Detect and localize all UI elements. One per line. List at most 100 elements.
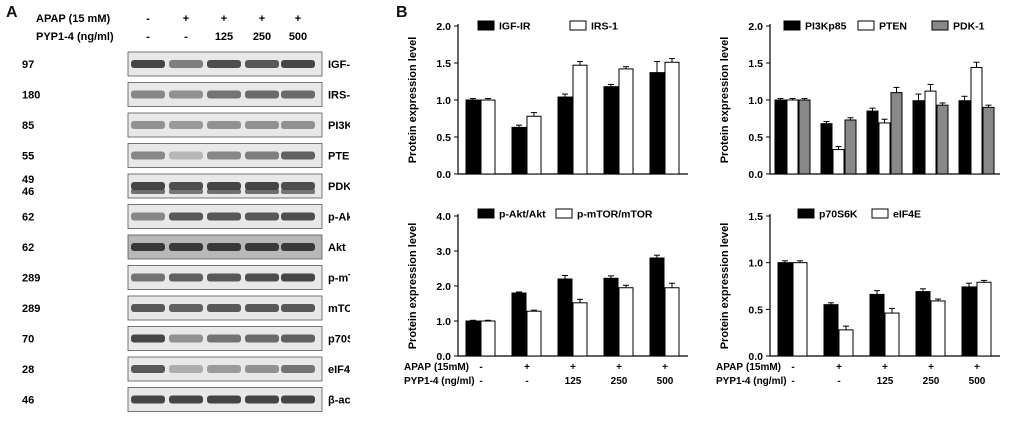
legend-label: IRS-1 <box>591 21 618 33</box>
x-pyp-value: 125 <box>565 376 582 387</box>
blot-band <box>131 212 165 221</box>
legend-swatch <box>477 20 495 31</box>
blot-band <box>131 151 165 160</box>
blot-band <box>245 334 279 343</box>
treatment-value: 125 <box>215 31 233 43</box>
bar-p-akt-akt <box>649 257 665 357</box>
molecular-weight: 46 <box>22 186 34 198</box>
y-tick-label: 1.5 <box>436 58 451 70</box>
blot-band <box>281 365 315 373</box>
blot-band <box>207 212 241 221</box>
bar-p70s6k <box>869 293 885 357</box>
bar-p70s6k <box>823 304 839 357</box>
y-tick-label: 3.0 <box>436 246 451 258</box>
x-pyp-value: 250 <box>923 376 940 387</box>
blot-band <box>131 395 165 404</box>
blot-band <box>169 212 203 221</box>
bar-pi3kp85 <box>820 123 833 175</box>
molecular-weight: 97 <box>22 59 34 71</box>
legend-swatch <box>783 20 801 31</box>
blot-band <box>169 182 203 190</box>
treatment-label: APAP (15 mM) <box>36 13 111 25</box>
blot-band <box>281 304 315 312</box>
western-blot-panel: APAP (15 mM) - + + + + PYP1-4 (ng/ml) - - 125 250 5… <box>22 13 350 412</box>
x-pyp-value: 250 <box>611 376 628 387</box>
panel-b-letter: B <box>396 4 408 21</box>
blot-band <box>131 182 165 190</box>
bar-pi3kp85 <box>774 99 787 175</box>
bar-p-akt-akt <box>557 278 573 357</box>
y-tick-label: 0.0 <box>748 169 763 181</box>
chart-pi3k-pten-pdk: Protein expression level 0.0 0.5 1.0 1.5 2.0 P… <box>719 20 1000 181</box>
blot-band <box>169 395 203 404</box>
treatment-value: 250 <box>253 31 271 43</box>
bar-pdk-1 <box>798 99 811 175</box>
bar-p-mtor-mtor <box>572 302 588 357</box>
blot-band <box>281 151 315 160</box>
blot-band <box>281 334 315 343</box>
x-apap-value: + <box>570 362 576 373</box>
bar-p-mtor-mtor <box>664 287 680 357</box>
treatment-value: + <box>259 13 265 25</box>
molecular-weight: 28 <box>22 364 34 376</box>
y-tick-label: 0.5 <box>748 304 763 316</box>
molecular-weight: 62 <box>22 212 34 224</box>
blot-band <box>281 212 315 221</box>
x-pyp-value: 500 <box>657 376 674 387</box>
legend-swatch <box>857 20 875 31</box>
y-tick-label: 2.0 <box>436 281 451 293</box>
blot-band <box>245 243 279 251</box>
x-apap-value: + <box>882 362 888 373</box>
y-tick-label: 0.0 <box>436 169 451 181</box>
blot-band <box>281 189 315 194</box>
bar-pdk-1 <box>890 92 903 175</box>
chart-p70s6k-eif4e: Protein expression level 0.0 0.5 1.0 1.5 p70S… <box>716 208 1000 387</box>
x-apap-value: + <box>974 362 980 373</box>
bar-p-akt-akt <box>465 320 481 357</box>
x-apap-value: + <box>616 362 622 373</box>
bar-p-mtor-mtor <box>526 310 542 357</box>
legend-label: PI3Kp85 <box>805 21 847 33</box>
legend-swatch <box>569 20 587 31</box>
x-pyp-value: - <box>525 376 528 387</box>
y-tick-label: 2.0 <box>436 21 451 33</box>
y-tick-label: 0.0 <box>436 351 451 363</box>
molecular-weight: 49 <box>22 174 34 186</box>
legend-label: PTEN <box>879 21 907 33</box>
molecular-weight: 70 <box>22 334 34 346</box>
bar-eif4e <box>930 300 946 357</box>
bar-eif4e <box>976 281 992 357</box>
legend-label: p-Akt/Akt <box>499 209 546 221</box>
chart-akt-mtor: Protein expression level 0.0 1.0 2.0 3.0 4.0 p… <box>404 208 688 387</box>
bar-p-mtor-mtor <box>618 287 634 357</box>
x-apap-value: + <box>524 362 530 373</box>
bar-igf-ir <box>511 126 527 175</box>
bar-pten <box>970 66 983 175</box>
x-pyp-value: 500 <box>969 376 986 387</box>
protein-label: IRS-1 <box>328 90 350 102</box>
x-apap-unit: (15mM) <box>746 362 781 373</box>
blot-band <box>169 90 203 99</box>
blot-band <box>207 121 241 129</box>
protein-label: Akt <box>328 242 346 254</box>
bar-pi3kp85 <box>912 100 925 175</box>
y-tick-label: 4.0 <box>436 211 451 223</box>
x-apap-label: APAP <box>716 362 743 373</box>
protein-label: PI3K p85 <box>328 120 350 132</box>
blot-band <box>245 212 279 221</box>
bar-pi3kp85 <box>958 100 971 175</box>
treatment-label: PYP1-4 (ng/ml) <box>36 31 114 43</box>
bar-eif4e <box>884 312 900 357</box>
bar-pi3kp85 <box>866 110 879 175</box>
legend-label: IGF-IR <box>499 21 531 33</box>
blot-band <box>131 60 165 68</box>
x-pyp-value: - <box>479 376 482 387</box>
x-apap-value: + <box>662 362 668 373</box>
blot-band <box>281 121 315 129</box>
treatment-value: - <box>146 31 150 43</box>
x-pyp-label: PYP1-4 (ng/ml) <box>716 376 787 387</box>
x-pyp-value: - <box>837 376 840 387</box>
treatment-value: + <box>221 13 227 25</box>
legend-label: p-mTOR/mTOR <box>577 209 653 221</box>
x-pyp-label: PYP1-4 (ng/ml) <box>404 376 475 387</box>
